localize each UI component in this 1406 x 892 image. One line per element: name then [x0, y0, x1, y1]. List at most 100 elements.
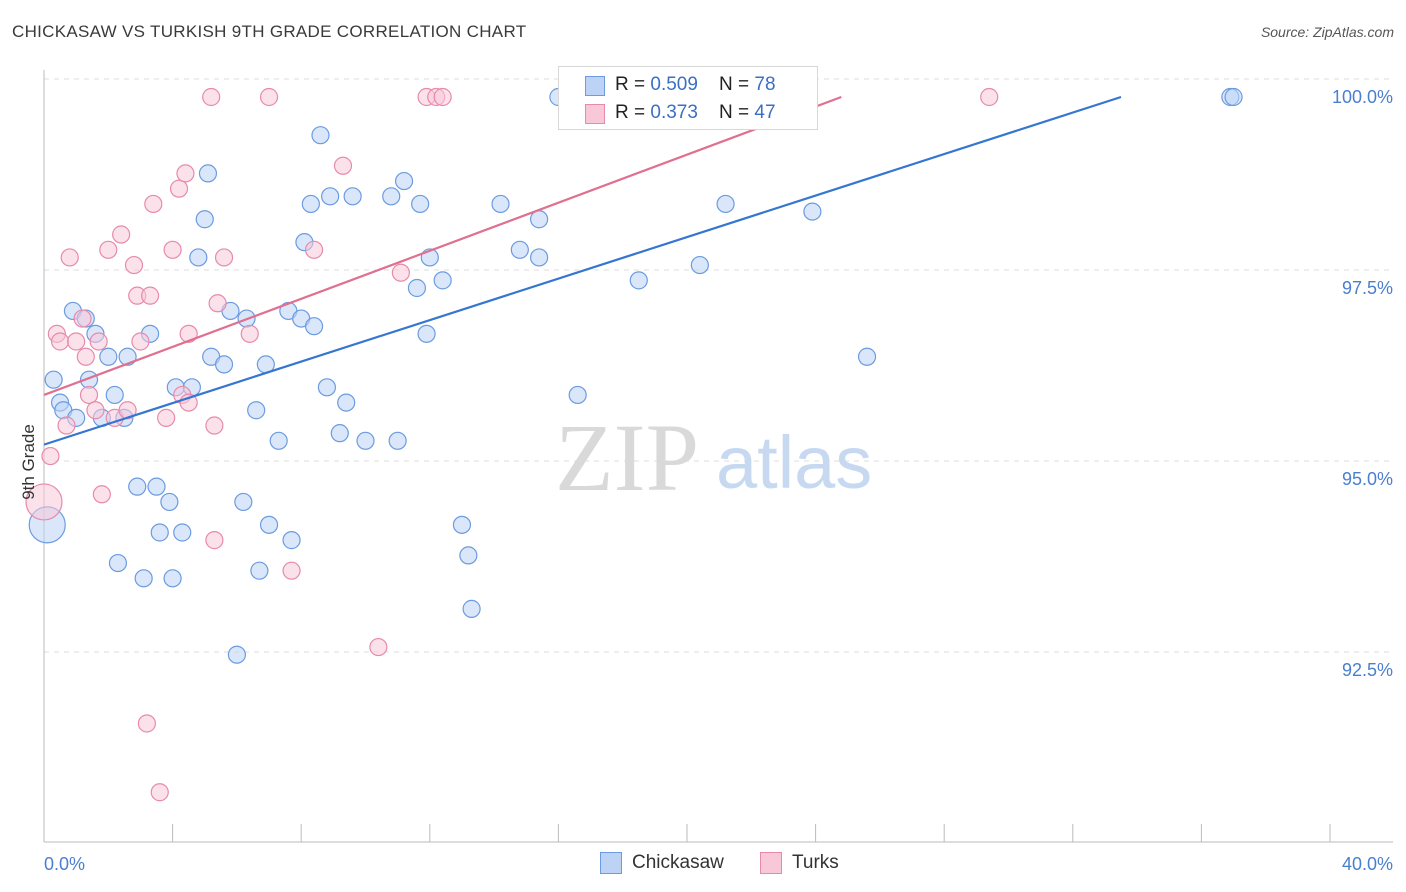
trend-lines: [43, 95, 1122, 446]
chickasaw-point: [198, 164, 218, 183]
chickasaw-point: [803, 202, 822, 221]
chickasaw-point: [173, 523, 192, 542]
turks-point: [41, 446, 60, 466]
r-value: 0.509: [650, 74, 698, 95]
r-label: R =: [615, 74, 651, 95]
turks-point: [67, 332, 86, 351]
turks-point: [369, 637, 388, 657]
chickasaw-point: [356, 431, 375, 450]
chickasaw-point: [269, 431, 288, 450]
legend-label-chickasaw: Chickasaw: [632, 852, 724, 873]
chickasaw-point: [321, 187, 340, 206]
chickasaw-point: [108, 553, 128, 573]
chickasaw-point: [304, 317, 324, 336]
turks-point: [169, 179, 189, 198]
r-value: 0.373: [650, 102, 698, 123]
turks-point: [333, 156, 353, 175]
n-value: 78: [754, 74, 776, 95]
y-tick-label: 100.0%: [1332, 87, 1393, 107]
chickasaw-point: [214, 355, 234, 374]
turks-point: [50, 332, 70, 351]
chickasaw-point: [234, 492, 253, 512]
turks-point: [150, 783, 169, 802]
grid-lines: [44, 78, 1390, 653]
watermark-zip: ZIP: [555, 404, 699, 511]
turks-point: [89, 332, 108, 351]
turks-point: [131, 332, 150, 351]
turks-point: [240, 324, 259, 343]
chickasaw-point: [134, 569, 153, 588]
y-tick-label: 92.5%: [1342, 660, 1393, 680]
turks-point: [202, 87, 221, 107]
chickasaw-point: [394, 171, 414, 191]
y-tick-label: 95.0%: [1342, 469, 1393, 489]
turks-point: [112, 225, 131, 244]
chickasaw-point: [250, 561, 269, 580]
turks-point: [86, 401, 105, 420]
chickasaw-point: [189, 248, 208, 267]
turks-point: [391, 263, 410, 282]
chickasaw-point: [128, 477, 147, 496]
chickasaw-point: [44, 370, 63, 389]
turks-point: [92, 485, 111, 504]
chickasaw-point: [1224, 87, 1243, 107]
turks-point: [124, 255, 144, 275]
chickasaw-point: [491, 194, 510, 214]
turks-point: [304, 240, 324, 259]
chickasaw-point: [282, 531, 301, 550]
axis-labels: 92.5% 95.0% 97.5% 100.0% 0.0% 40.0% 9th Grade: [19, 87, 1393, 874]
source-label: Source: ZipAtlas.com: [1260, 24, 1394, 40]
chickasaw-point: [388, 431, 407, 450]
chickasaw-point: [227, 645, 246, 664]
chickasaw-point: [247, 401, 266, 420]
turks-point: [157, 408, 176, 427]
turks-point: [259, 87, 279, 107]
chickasaw-point: [160, 492, 179, 512]
turks-point: [60, 248, 79, 267]
turks-point: [179, 324, 198, 343]
chickasaw-point: [452, 515, 472, 534]
chickasaw-point: [690, 255, 709, 275]
n-label: N =: [719, 74, 755, 95]
chickasaw-point: [195, 210, 214, 229]
turks-legend-swatch: [760, 852, 782, 874]
turks-point: [144, 194, 163, 214]
turks-point: [433, 87, 452, 107]
chickasaw-point: [417, 324, 436, 343]
chart-title: CHICKASAW VS TURKISH 9TH GRADE CORRELATI…: [12, 22, 527, 41]
chickasaw-legend-swatch: [600, 852, 622, 874]
chickasaw-point: [301, 194, 320, 214]
chickasaw-trend-line: [43, 95, 1122, 446]
chickasaw-point: [716, 194, 735, 214]
chickasaw-point: [343, 187, 362, 206]
watermark: ZIP atlas: [555, 404, 872, 511]
turks-point: [25, 483, 63, 521]
turks-point: [79, 385, 99, 405]
chickasaw-point: [150, 523, 169, 542]
y-tick-label: 97.5%: [1342, 278, 1393, 298]
turks-point: [163, 240, 182, 259]
series-legend: Chickasaw Turks: [0, 852, 1406, 878]
turks-point: [208, 294, 227, 313]
legend-item-turks: Turks: [760, 852, 839, 874]
chickasaw-point: [411, 194, 430, 214]
turks-point: [76, 347, 95, 366]
chickasaw-point: [105, 385, 124, 405]
chickasaw-point: [382, 187, 401, 206]
correlation-legend: R = 0.509 N = 78 R = 0.373 N = 47: [558, 66, 818, 130]
chickasaw-point: [163, 569, 182, 588]
turks-point: [57, 416, 76, 435]
turks-point: [140, 286, 160, 305]
legend-label-turks: Turks: [792, 852, 839, 873]
turks-point: [73, 309, 92, 328]
chickasaw-point: [337, 393, 356, 412]
turks-trend-line: [43, 95, 842, 396]
turks-point: [205, 416, 224, 435]
chickasaw-point: [459, 546, 478, 565]
turks-swatch: [585, 104, 605, 124]
watermark-atlas: atlas: [716, 421, 872, 504]
chickasaw-point: [568, 385, 587, 405]
n-value: 47: [754, 102, 776, 123]
chickasaw-point: [407, 278, 427, 298]
